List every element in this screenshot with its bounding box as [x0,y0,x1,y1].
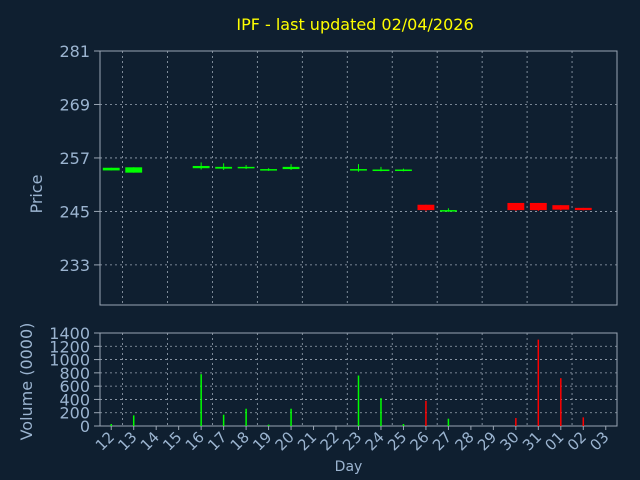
volume-tick-label: 1400 [49,324,90,343]
volume-bar [132,415,135,426]
volume-tick-label: 1000 [49,351,90,370]
candle-body [192,165,210,169]
candle-body [237,166,255,169]
volume-bar [200,374,202,426]
candle-body [439,210,457,212]
volume-bar [222,414,225,426]
price-axis-label: Price [27,174,46,213]
candle-body [552,205,570,210]
volume-bar [447,418,450,426]
price-grid [100,50,617,305]
volume-tick-label: 400 [59,390,90,409]
price-candles [102,162,592,212]
volume-bar [380,398,382,426]
volume-bar [357,375,360,426]
volume-bar [245,408,247,426]
volume-bar [402,424,405,426]
volume-bars [110,339,585,426]
price-tick-label: 281 [59,42,90,61]
day-tick-label: 03 [586,428,612,454]
volume-bar [290,408,292,426]
candle-body [529,202,547,211]
price-tick-label: 269 [59,95,90,114]
volume-tick-label: 200 [59,404,90,423]
volume-bar [537,339,540,426]
price-tick-label: 257 [59,149,90,168]
volume-tick-label: 600 [59,377,90,396]
volume-bar [560,378,562,426]
day-x-ticks: 1213141516171819202122232425262728293031… [92,426,613,454]
price-tick-label: 233 [59,256,90,275]
volume-axis-label: Volume (0000) [17,323,36,441]
volume-bar [515,418,517,426]
price-y-ticks: 233 245 257 269 281 [59,42,100,275]
price-panel: 233 245 257 269 281 Price [27,42,618,306]
candle-body [102,167,120,171]
candle-body [507,202,525,211]
candle-body [125,167,143,173]
candle-body [282,166,300,170]
volume-tick-label: 800 [59,364,90,383]
volume-bar [110,424,112,426]
volume-bar [267,424,270,426]
candle-body [417,204,435,211]
chart-title: IPF - last updated 02/04/2026 [236,15,473,34]
candle-body [372,169,390,172]
candle-body [350,169,367,171]
price-tick-label: 245 [59,202,90,221]
candle-body [260,169,278,171]
volume-grid [100,332,617,427]
candle-body [574,207,592,211]
volume-tick-label: 1200 [49,337,90,356]
day-axis-label: Day [335,459,363,475]
volume-tick-label: 0 [80,417,90,436]
candle-body [395,169,412,172]
price-plot-area [99,50,618,306]
volume-bar [425,400,427,426]
volume-bar [582,417,585,426]
candle-body [215,166,233,169]
